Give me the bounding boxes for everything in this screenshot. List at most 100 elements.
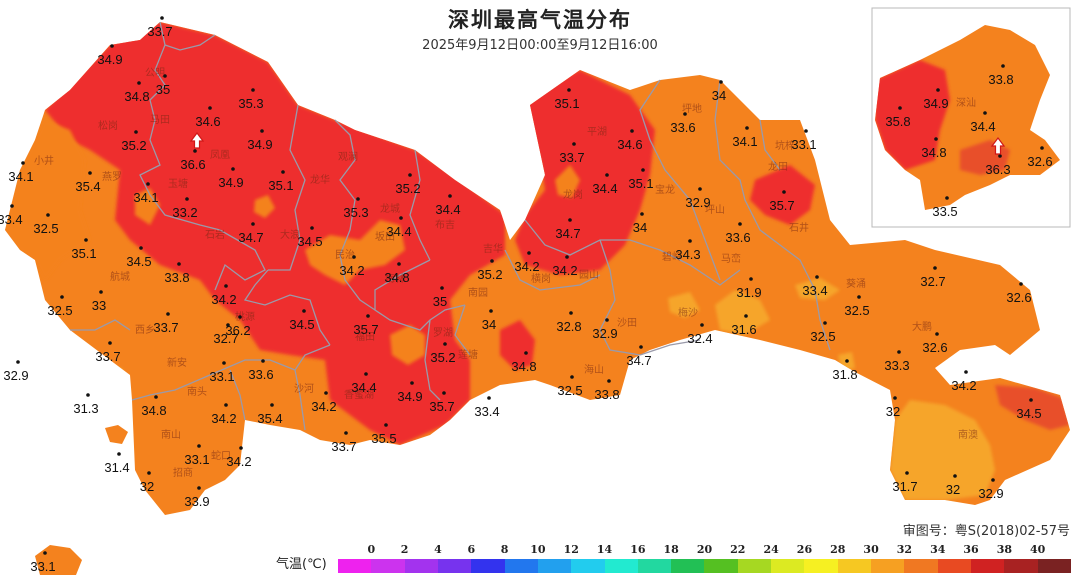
station-dot-icon — [177, 262, 181, 266]
station-temperature: 34.8 — [921, 145, 946, 160]
station-dot-icon — [147, 471, 151, 475]
legend-tick: 14 — [596, 543, 613, 556]
station-temperature: 32.5 — [557, 383, 582, 398]
legend-swatch — [704, 559, 738, 573]
station-temperature: 34.9 — [247, 137, 272, 152]
station-dot-icon — [239, 446, 243, 450]
station-temperature: 32.7 — [213, 331, 238, 346]
place-label: 沙田 — [617, 317, 637, 329]
station-temperature: 34.2 — [211, 292, 236, 307]
station-temperature: 34.2 — [514, 259, 539, 274]
station-temperature: 34.2 — [552, 263, 577, 278]
station-temperature: 34.2 — [311, 399, 336, 414]
station-temperature: 33.4 — [474, 404, 499, 419]
place-label: 园山 — [579, 269, 599, 281]
place-label: 碧岭 — [662, 250, 682, 263]
place-label: 布吉 — [435, 219, 455, 231]
station-temperature: 35.2 — [477, 267, 502, 282]
station-dot-icon — [10, 204, 14, 208]
station-temperature: 34.8 — [124, 89, 149, 104]
legend-tick: 4 — [434, 543, 442, 556]
station-dot-icon — [310, 226, 314, 230]
station-temperature: 34.5 — [289, 317, 314, 332]
station-temperature: 33.1 — [791, 137, 816, 152]
station-dot-icon — [568, 218, 572, 222]
station-temperature: 34.9 — [97, 52, 122, 67]
station-values: 33.7 34.9 34.8 35 35.3 34.6 35.2 34.9 36.6 34.1 35… — [0, 16, 1053, 574]
legend-swatch — [937, 559, 971, 573]
legend-swatch — [637, 559, 672, 573]
station-temperature: 34.6 — [617, 137, 642, 152]
station-temperature: 32.5 — [33, 221, 58, 236]
station-temperature: 32 — [140, 479, 154, 494]
place-label: 吉华 — [483, 242, 503, 255]
station-dot-icon — [567, 88, 571, 92]
station-temperature: 33.7 — [153, 320, 178, 335]
island-neilingding — [105, 425, 128, 444]
station-dot-icon — [197, 444, 201, 448]
station-temperature: 33.7 — [95, 349, 120, 364]
station-temperature: 33.2 — [172, 205, 197, 220]
station-temperature: 34.2 — [339, 263, 364, 278]
legend-tick: 30 — [863, 543, 879, 556]
place-label: 莲塘 — [458, 348, 478, 361]
legend-swatch — [1004, 559, 1038, 573]
place-label: 玉塘 — [168, 177, 188, 190]
legend-swatch — [504, 559, 538, 573]
place-label: 新安 — [167, 356, 187, 369]
station-temperature: 32 — [946, 482, 960, 497]
station-dot-icon — [905, 471, 909, 475]
place-label: 松岗 — [98, 119, 118, 132]
station-temperature: 34.4 — [435, 202, 460, 217]
station-dot-icon — [738, 222, 742, 226]
station-dot-icon — [197, 486, 201, 490]
place-label: 坪地 — [682, 102, 702, 115]
station-temperature: 35.8 — [885, 114, 910, 129]
station-dot-icon — [782, 190, 786, 194]
station-temperature: 34.9 — [218, 175, 243, 190]
station-temperature: 35.1 — [628, 176, 653, 191]
legend-swatch — [771, 559, 805, 573]
station-temperature: 35.7 — [429, 399, 454, 414]
legend-tick: 18 — [663, 543, 679, 556]
station-dot-icon — [251, 88, 255, 92]
place-label: 小井 — [34, 154, 54, 167]
map-approval-number: 审图号：粤S(2018)02-57号 — [902, 524, 1070, 539]
station-dot-icon — [1040, 146, 1044, 150]
legend-tick: 12 — [563, 543, 579, 556]
place-label: 深汕 — [956, 97, 976, 109]
district-borders — [70, 21, 831, 431]
place-label: 南头 — [187, 385, 207, 398]
station-temperature: 35.4 — [257, 411, 282, 426]
station-dot-icon — [443, 342, 447, 346]
place-label: 南山 — [161, 428, 181, 441]
legend-color-bar — [338, 559, 1071, 573]
station-temperature: 33.6 — [248, 367, 273, 382]
station-dot-icon — [260, 129, 264, 133]
station-dot-icon — [490, 259, 494, 263]
place-label: 航城 — [110, 270, 130, 283]
place-label: 龙田 — [768, 160, 788, 173]
station-temperature: 34.5 — [126, 254, 151, 269]
station-temperature: 35.1 — [71, 246, 96, 261]
station-dot-icon — [108, 341, 112, 345]
station-temperature: 32.4 — [687, 331, 712, 346]
station-dot-icon — [524, 351, 528, 355]
station-dot-icon — [804, 129, 808, 133]
place-label: 桃源 — [235, 310, 255, 323]
station-temperature: 32.5 — [810, 329, 835, 344]
station-dot-icon — [998, 154, 1002, 158]
place-label: 南园 — [468, 286, 488, 299]
place-label: 龙华 — [310, 173, 330, 186]
station-dot-icon — [399, 216, 403, 220]
station-dot-icon — [43, 551, 47, 555]
station-dot-icon — [21, 161, 25, 165]
station-dot-icon — [641, 168, 645, 172]
station-temperature: 33.1 — [30, 559, 55, 574]
legend-swatch — [837, 559, 871, 573]
station-temperature: 33.6 — [725, 230, 750, 245]
station-dot-icon — [397, 262, 401, 266]
place-label: 坑梓 — [775, 139, 795, 152]
station-dot-icon — [448, 194, 452, 198]
station-temperature: 33.7 — [147, 24, 172, 39]
